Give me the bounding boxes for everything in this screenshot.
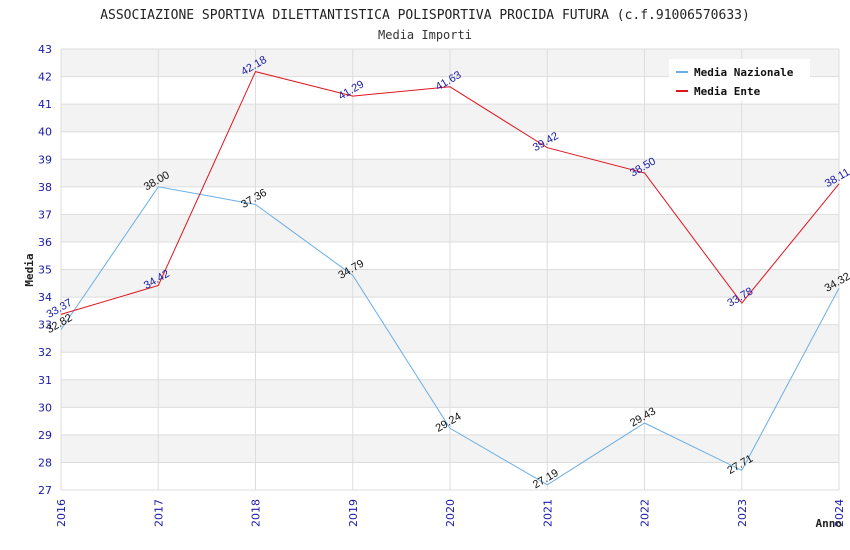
y-tick-label: 39 (38, 153, 52, 166)
y-tick-label: 33 (38, 319, 52, 332)
y-tick-label: 29 (38, 429, 52, 442)
series-lines (60, 71, 840, 486)
y-tick-label: 37 (38, 208, 52, 221)
y-tick-label: 36 (38, 236, 52, 249)
x-axis-ticks: 2016 2017 2018 2019 2020 2021 2022 2023 2024 (55, 499, 846, 527)
x-tick-label: 2022 (639, 499, 652, 527)
gridlines (60, 48, 840, 491)
x-tick-label: 2021 (541, 499, 554, 527)
x-tick-label: 2018 (250, 499, 263, 527)
chart-subtitle: Media Importi (378, 28, 472, 42)
y-tick-label: 42 (38, 71, 52, 84)
x-tick-label: 2023 (736, 499, 749, 527)
x-tick-label: 2019 (347, 499, 360, 527)
chart-title: ASSOCIAZIONE SPORTIVA DILETTANTISTICA PO… (100, 8, 750, 23)
x-axis-label: Anno (816, 517, 843, 530)
legend-entry: Media Ente (694, 85, 761, 98)
y-tick-label: 34 (38, 291, 52, 304)
y-tick-label: 43 (38, 43, 52, 56)
y-tick-label: 41 (38, 98, 52, 111)
x-tick-label: 2020 (444, 499, 457, 527)
legend-entry: Media Nazionale (694, 66, 794, 79)
legend-box (669, 59, 810, 101)
x-tick-label: 2024 (833, 499, 846, 527)
y-tick-label: 40 (38, 126, 52, 139)
y-axis-ticks: 27 28 29 30 31 32 33 34 35 36 37 38 39 40 41 42 43 (38, 43, 52, 497)
x-tick-label: 2016 (55, 499, 68, 527)
y-tick-label: 31 (38, 374, 52, 387)
y-tick-label: 35 (38, 264, 52, 277)
y-tick-label: 32 (38, 346, 52, 359)
x-tick-label: 2017 (152, 499, 165, 527)
y-tick-label: 38 (38, 181, 52, 194)
legend: Media Nazionale Media Ente (669, 59, 810, 101)
series-line (60, 71, 840, 315)
series-line (60, 186, 840, 486)
y-tick-label: 28 (38, 456, 52, 469)
y-axis-label: Media (23, 253, 36, 286)
y-tick-label: 30 (38, 401, 52, 414)
y-tick-label: 27 (38, 484, 52, 497)
